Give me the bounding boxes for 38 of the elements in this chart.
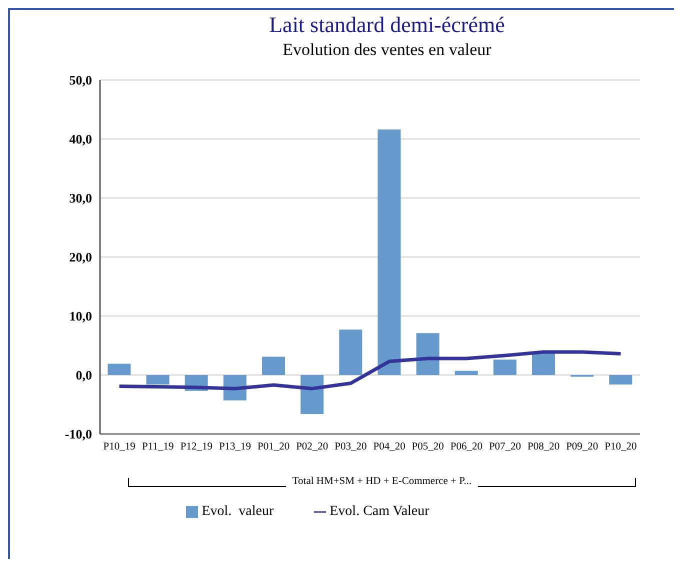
x-tick-label: P10_19 bbox=[103, 441, 136, 452]
y-tick-label: -10,0 bbox=[64, 426, 92, 442]
bar bbox=[378, 130, 401, 375]
bar bbox=[339, 330, 362, 375]
y-tick-label: 30,0 bbox=[69, 190, 92, 206]
bar bbox=[493, 360, 516, 375]
bar bbox=[416, 333, 440, 375]
x-tick-label: P11_19 bbox=[142, 441, 174, 452]
y-tick-label: 40,0 bbox=[69, 132, 92, 147]
y-tick-label: 10,0 bbox=[69, 308, 92, 324]
bar bbox=[532, 352, 555, 375]
y-tick-label: 20,0 bbox=[69, 250, 92, 265]
x-tick-label: P02_20 bbox=[296, 441, 328, 452]
x-tick-label: P13_19 bbox=[218, 441, 252, 452]
text: Total HM+SM + HD + E-Commerce + P... bbox=[291, 476, 473, 487]
x-tick-label: P05_20 bbox=[412, 441, 444, 452]
x-tick-label: P07_20 bbox=[488, 441, 522, 452]
bar bbox=[262, 356, 285, 375]
x-tick-label: P03_20 bbox=[334, 441, 367, 452]
x-tick-label: P10_20 bbox=[604, 441, 637, 452]
x-tick-label: P04_20 bbox=[373, 441, 406, 452]
bar bbox=[146, 375, 170, 384]
y-tick-label: 50,0 bbox=[69, 72, 92, 88]
bar bbox=[609, 375, 632, 384]
bar bbox=[108, 364, 131, 375]
chart-title: Lait standard demi-écrémé bbox=[268, 12, 506, 38]
line-series bbox=[118, 350, 622, 390]
x-tick-label: P08_20 bbox=[528, 441, 560, 452]
x-tick-label: P06_20 bbox=[450, 441, 482, 452]
y-tick-label: 0,0 bbox=[76, 368, 92, 383]
x-tick-label: P01_20 bbox=[258, 441, 290, 452]
bar bbox=[454, 370, 478, 375]
chart-subtitle: Evolution des ventes en valeur bbox=[282, 40, 492, 60]
legend-label: Evol. Cam Valeur bbox=[330, 504, 430, 519]
bar bbox=[300, 375, 324, 414]
x-tick-label: P09_20 bbox=[566, 441, 598, 452]
legend-label: Evol. valeur bbox=[202, 504, 274, 519]
x-tick-label: P12_19 bbox=[180, 441, 212, 452]
